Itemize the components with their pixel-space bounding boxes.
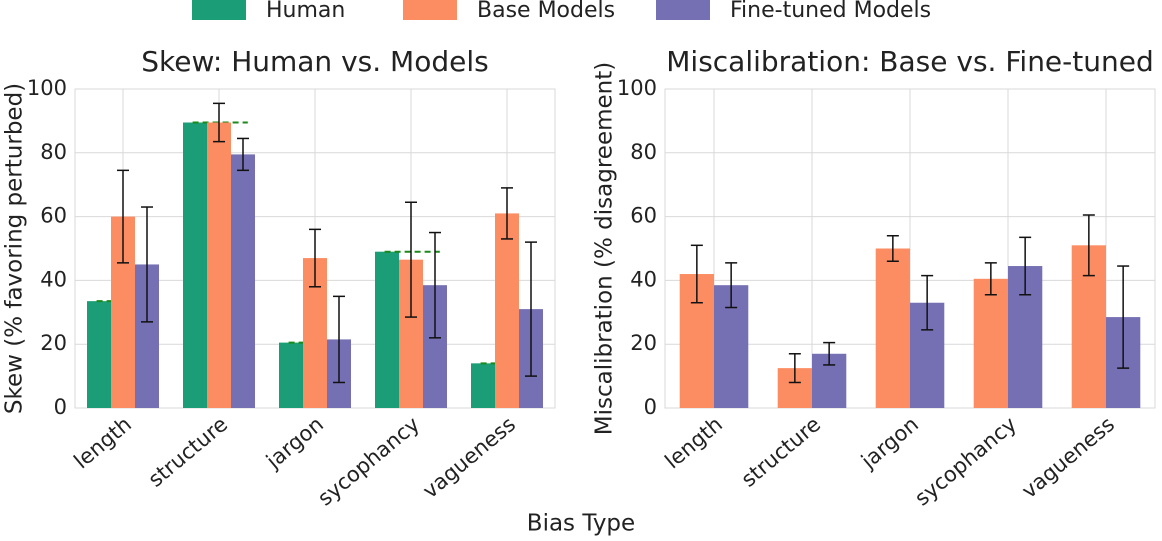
- y-tick-label: 20: [630, 331, 657, 355]
- bar: [183, 122, 207, 409]
- bar: [231, 154, 255, 408]
- bar: [973, 278, 1008, 408]
- y-axis-label: Skew (% favoring perturbed): [2, 83, 28, 414]
- y-tick-label: 20: [40, 331, 67, 355]
- x-tick-label: jargon: [856, 412, 923, 474]
- x-tick-label: vagueness: [1017, 412, 1119, 503]
- y-tick-label: 0: [54, 395, 67, 419]
- bar: [87, 301, 111, 408]
- bar: [471, 363, 495, 408]
- bar: [375, 251, 399, 408]
- bar: [495, 213, 519, 408]
- y-tick-label: 100: [617, 76, 657, 100]
- bar: [279, 342, 303, 408]
- y-axis-label: Miscalibration (% disagreement): [592, 62, 618, 435]
- y-tick-label: 40: [40, 267, 67, 291]
- x-tick-label: sycophancy: [910, 412, 1021, 510]
- x-axis-label: Bias Type: [527, 511, 635, 537]
- y-tick-label: 40: [630, 267, 657, 291]
- legend-swatch: [403, 0, 457, 20]
- y-tick-label: 80: [630, 140, 657, 164]
- chart-title: Miscalibration: Base vs. Fine-tuned: [666, 45, 1153, 78]
- y-tick-label: 100: [27, 76, 67, 100]
- legend-swatch: [192, 0, 246, 20]
- chart-title: Skew: Human vs. Models: [141, 45, 488, 78]
- y-tick-label: 0: [644, 395, 657, 419]
- bar: [875, 248, 910, 408]
- x-tick-label: structure: [737, 412, 825, 492]
- x-tick-label: vagueness: [418, 412, 520, 503]
- y-tick-label: 60: [40, 204, 67, 228]
- legend-swatch: [656, 0, 710, 20]
- x-tick-label: length: [660, 412, 727, 473]
- legend-label: Human: [266, 0, 345, 23]
- y-tick-label: 60: [630, 204, 657, 228]
- x-tick-label: sycophancy: [313, 412, 424, 510]
- legend-label: Base Models: [477, 0, 615, 23]
- bar: [207, 122, 231, 409]
- x-tick-label: jargon: [261, 412, 328, 474]
- x-tick-label: length: [69, 412, 136, 473]
- legend-label: Fine-tuned Models: [730, 0, 931, 23]
- y-tick-label: 80: [40, 140, 67, 164]
- x-tick-label: structure: [144, 412, 232, 492]
